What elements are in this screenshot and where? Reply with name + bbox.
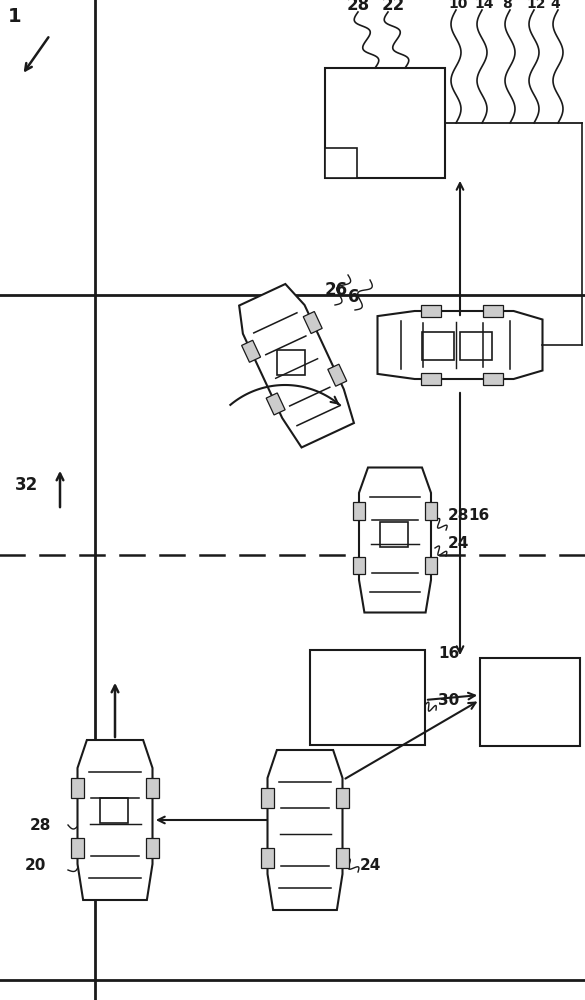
Polygon shape [336,848,349,868]
Polygon shape [359,468,431,612]
Text: 24: 24 [360,858,381,873]
Text: 4: 4 [550,0,560,11]
Bar [325,148,357,178]
Polygon shape [353,502,366,520]
Text: 22: 22 [382,0,405,14]
Polygon shape [377,311,542,379]
Bar [100,798,128,823]
Bar [380,522,408,547]
Bar [422,332,454,360]
Text: 1: 1 [8,7,22,26]
Text: 8: 8 [502,0,512,11]
Bar [460,332,492,360]
Text: 28: 28 [448,508,469,523]
Bar [325,68,445,178]
Polygon shape [239,284,354,447]
Polygon shape [71,778,84,798]
Text: 6: 6 [348,288,360,306]
Text: 16: 16 [468,508,489,523]
Polygon shape [71,838,84,858]
Text: 28: 28 [347,0,370,14]
Text: 14: 14 [474,0,494,11]
Text: 24: 24 [448,536,469,551]
Polygon shape [483,305,503,317]
Polygon shape [242,340,260,362]
Polygon shape [303,312,322,334]
Polygon shape [328,364,347,386]
Text: 32: 32 [15,476,38,494]
Text: 16: 16 [438,646,459,661]
Polygon shape [267,750,342,910]
Polygon shape [353,557,366,574]
Polygon shape [261,788,274,808]
Text: 26: 26 [325,281,348,299]
Text: 10: 10 [448,0,467,11]
Bar [310,650,425,745]
Polygon shape [336,788,349,808]
Polygon shape [266,393,285,415]
Polygon shape [483,373,503,385]
Polygon shape [421,305,441,317]
Polygon shape [425,502,438,520]
Polygon shape [261,848,274,868]
Text: 30: 30 [438,693,459,708]
Text: 12: 12 [526,0,545,11]
Text: 20: 20 [25,858,46,873]
Polygon shape [425,557,438,574]
Text: 28: 28 [30,818,51,833]
Polygon shape [146,838,159,858]
Polygon shape [146,778,159,798]
Polygon shape [77,740,153,900]
Bar [480,658,580,746]
Polygon shape [421,373,441,385]
Bar [277,350,305,375]
